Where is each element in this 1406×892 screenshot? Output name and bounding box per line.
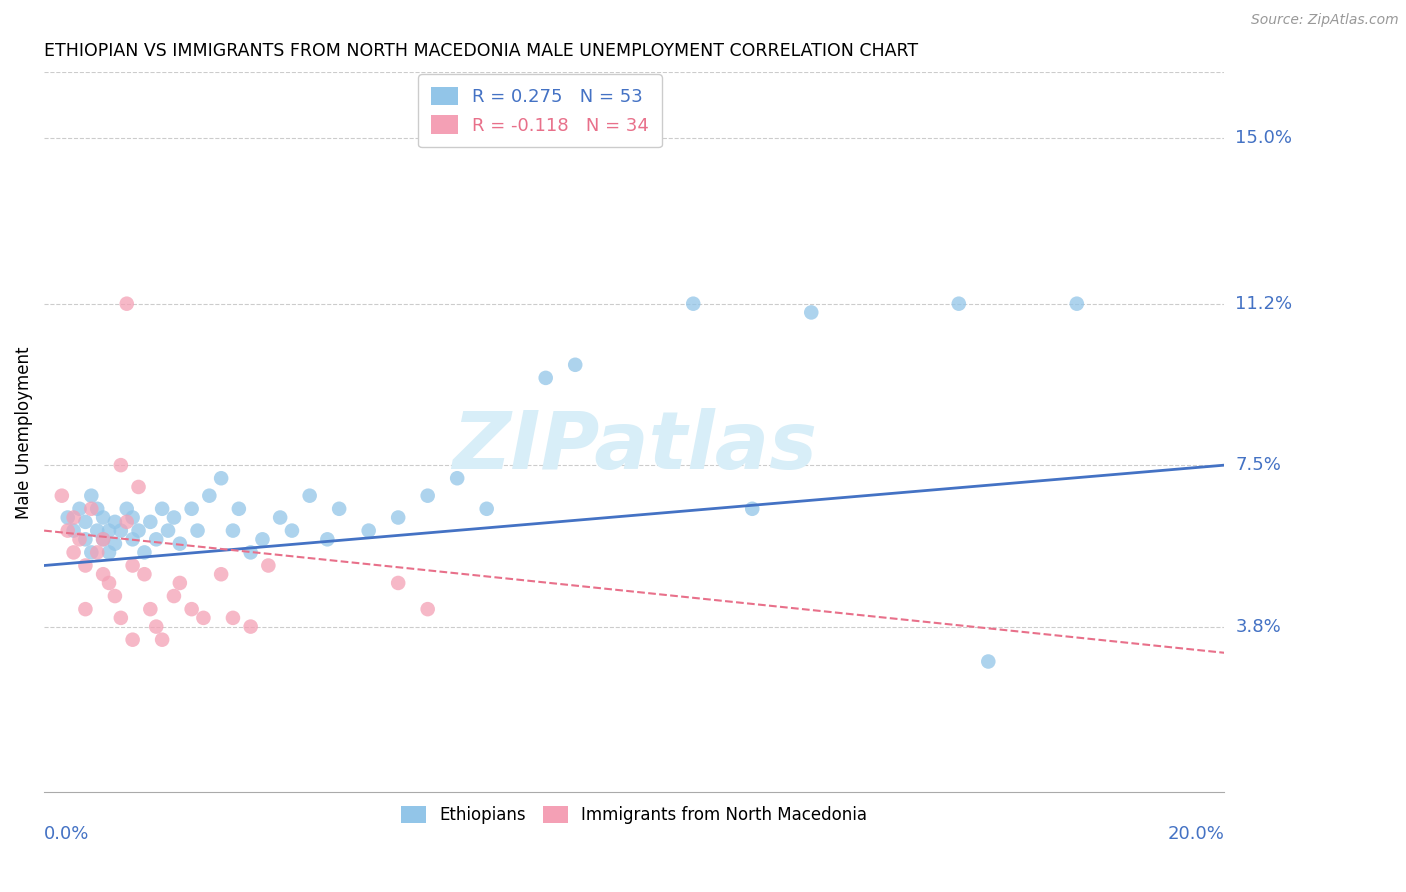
Point xyxy=(416,602,439,616)
Point xyxy=(145,533,167,547)
Text: Source: ZipAtlas.com: Source: ZipAtlas.com xyxy=(1251,13,1399,28)
Point xyxy=(257,558,280,573)
Point xyxy=(62,545,84,559)
Point xyxy=(387,576,409,591)
Point xyxy=(86,501,108,516)
Point xyxy=(62,510,84,524)
Point xyxy=(269,510,291,524)
Point xyxy=(209,567,232,582)
Text: 3.8%: 3.8% xyxy=(1236,617,1281,636)
Point xyxy=(98,524,121,538)
Point xyxy=(62,524,84,538)
Point xyxy=(163,510,186,524)
Text: ETHIOPIAN VS IMMIGRANTS FROM NORTH MACEDONIA MALE UNEMPLOYMENT CORRELATION CHART: ETHIOPIAN VS IMMIGRANTS FROM NORTH MACED… xyxy=(44,42,918,60)
Point xyxy=(169,537,191,551)
Point xyxy=(98,576,121,591)
Point xyxy=(357,524,380,538)
Point xyxy=(475,501,498,516)
Point xyxy=(387,510,409,524)
Text: 20.0%: 20.0% xyxy=(1167,825,1225,843)
Point xyxy=(128,480,150,494)
Point xyxy=(446,471,468,485)
Point xyxy=(534,371,557,385)
Point xyxy=(121,510,143,524)
Point xyxy=(91,567,114,582)
Point xyxy=(80,489,103,503)
Point xyxy=(91,510,114,524)
Point xyxy=(977,655,1000,669)
Point xyxy=(121,533,143,547)
Point xyxy=(51,489,73,503)
Point xyxy=(239,619,262,633)
Point xyxy=(222,524,245,538)
Point xyxy=(98,545,121,559)
Point xyxy=(239,545,262,559)
Point xyxy=(150,501,173,516)
Point xyxy=(209,471,232,485)
Point xyxy=(56,510,79,524)
Point xyxy=(139,602,162,616)
Legend: Ethiopians, Immigrants from North Macedonia: Ethiopians, Immigrants from North Macedo… xyxy=(395,799,875,830)
Point xyxy=(115,501,138,516)
Text: 0.0%: 0.0% xyxy=(44,825,90,843)
Point xyxy=(69,533,91,547)
Text: 11.2%: 11.2% xyxy=(1236,294,1292,313)
Point xyxy=(80,501,103,516)
Point xyxy=(104,589,127,603)
Point xyxy=(157,524,180,538)
Point xyxy=(169,576,191,591)
Point xyxy=(69,501,91,516)
Point xyxy=(1066,296,1088,310)
Point xyxy=(91,533,114,547)
Point xyxy=(948,296,970,310)
Point xyxy=(134,545,156,559)
Point xyxy=(228,501,250,516)
Point xyxy=(145,619,167,633)
Point xyxy=(91,533,114,547)
Point xyxy=(75,558,97,573)
Point xyxy=(80,545,103,559)
Point xyxy=(110,458,132,472)
Text: 15.0%: 15.0% xyxy=(1236,128,1292,147)
Point xyxy=(150,632,173,647)
Point xyxy=(252,533,274,547)
Point xyxy=(110,611,132,625)
Point xyxy=(163,589,186,603)
Point xyxy=(86,524,108,538)
Point xyxy=(134,567,156,582)
Point xyxy=(75,533,97,547)
Point xyxy=(222,611,245,625)
Point xyxy=(110,524,132,538)
Point xyxy=(682,296,704,310)
Point xyxy=(115,515,138,529)
Point xyxy=(416,489,439,503)
Y-axis label: Male Unemployment: Male Unemployment xyxy=(15,346,32,518)
Point xyxy=(316,533,339,547)
Point xyxy=(75,515,97,529)
Point xyxy=(128,524,150,538)
Point xyxy=(121,632,143,647)
Text: 7.5%: 7.5% xyxy=(1236,456,1281,475)
Point xyxy=(104,537,127,551)
Point xyxy=(800,305,823,319)
Point xyxy=(198,489,221,503)
Point xyxy=(139,515,162,529)
Text: ZIPatlas: ZIPatlas xyxy=(451,408,817,486)
Point xyxy=(180,602,202,616)
Point xyxy=(86,545,108,559)
Point xyxy=(741,501,763,516)
Point xyxy=(193,611,215,625)
Point xyxy=(564,358,586,372)
Point xyxy=(180,501,202,516)
Point xyxy=(121,558,143,573)
Point xyxy=(104,515,127,529)
Point xyxy=(186,524,208,538)
Point xyxy=(75,602,97,616)
Point xyxy=(298,489,321,503)
Point xyxy=(328,501,350,516)
Point xyxy=(56,524,79,538)
Point xyxy=(281,524,304,538)
Point xyxy=(115,296,138,310)
